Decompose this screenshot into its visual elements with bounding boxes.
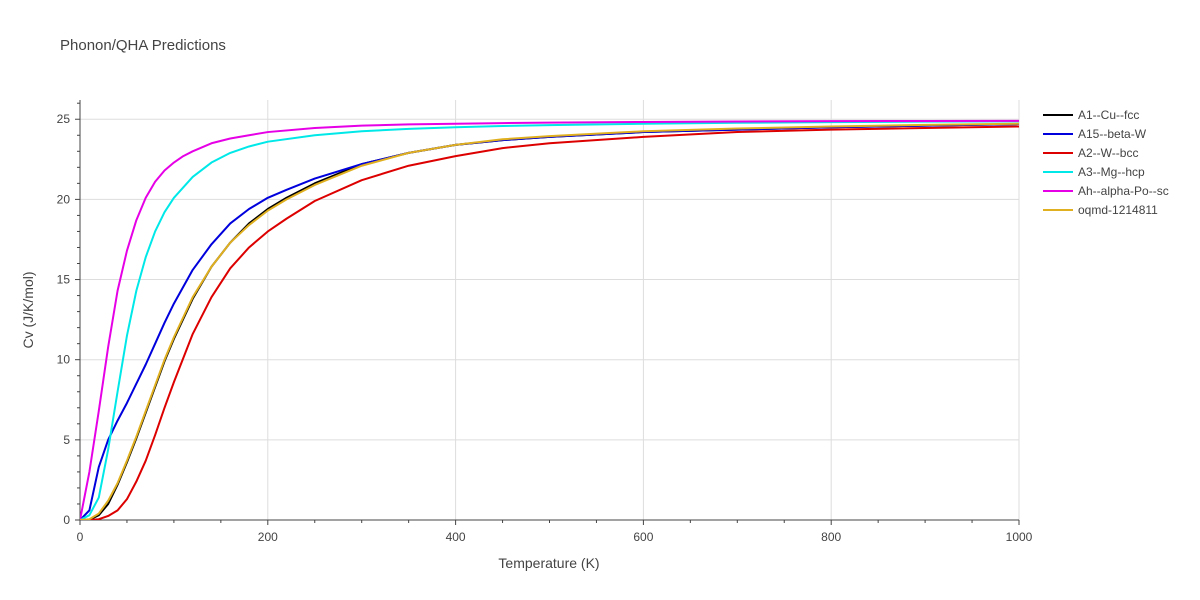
x-tick-label-5: 1000 <box>1006 530 1033 544</box>
y-tick-label-4: 20 <box>57 192 71 206</box>
series-line-A3--Mg--hcp[interactable] <box>80 120 1019 520</box>
x-tick-labels: 0 200 400 600 800 1000 <box>77 530 1033 544</box>
legend-label: A1--Cu--fcc <box>1078 108 1139 122</box>
axes <box>75 100 1020 525</box>
plot-area[interactable] <box>80 119 1019 520</box>
x-tick-label-3: 600 <box>633 530 653 544</box>
legend-item-oqmd-1214811[interactable]: oqmd-1214811 <box>1043 203 1158 217</box>
chart-title: Phonon/QHA Predictions <box>60 37 226 54</box>
series-line-Ah--alpha-Po--sc[interactable] <box>80 119 1019 520</box>
series-line-A15--beta-W[interactable] <box>80 123 1019 520</box>
x-axis-title: Temperature (K) <box>498 555 599 571</box>
y-axis-title: Cv (J/K/mol) <box>20 272 36 349</box>
legend-label: oqmd-1214811 <box>1078 203 1158 217</box>
y-tick-label-3: 15 <box>57 273 71 287</box>
grid <box>80 100 1020 520</box>
y-tick-label-1: 5 <box>63 433 70 447</box>
legend-label: Ah--alpha-Po--sc <box>1078 184 1169 198</box>
legend-item-A15--beta-W[interactable]: A15--beta-W <box>1043 127 1147 141</box>
series-line-oqmd-1214811[interactable] <box>80 122 1019 520</box>
series-line-A1--Cu--fcc[interactable] <box>80 123 1019 520</box>
legend-item-A1--Cu--fcc[interactable]: A1--Cu--fcc <box>1043 108 1139 122</box>
x-tick-label-2: 400 <box>446 530 466 544</box>
series-line-A2--W--bcc[interactable] <box>80 125 1019 520</box>
legend-item-A3--Mg--hcp[interactable]: A3--Mg--hcp <box>1043 165 1145 179</box>
legend: A1--Cu--fcc A15--beta-W A2--W--bcc A3--Mg--… <box>1043 108 1169 217</box>
y-tick-label-2: 10 <box>57 353 71 367</box>
y-tick-labels: 0 5 10 15 20 25 <box>57 112 71 527</box>
y-tick-label-0: 0 <box>63 513 70 527</box>
legend-label: A15--beta-W <box>1078 127 1147 141</box>
legend-item-Ah--alpha-Po--sc[interactable]: Ah--alpha-Po--sc <box>1043 184 1169 198</box>
legend-label: A3--Mg--hcp <box>1078 165 1145 179</box>
legend-item-A2--W--bcc[interactable]: A2--W--bcc <box>1043 146 1138 160</box>
legend-label: A2--W--bcc <box>1078 146 1138 160</box>
y-tick-label-5: 25 <box>57 112 71 126</box>
x-tick-label-1: 200 <box>258 530 278 544</box>
x-tick-label-0: 0 <box>77 530 84 544</box>
x-tick-label-4: 800 <box>821 530 841 544</box>
